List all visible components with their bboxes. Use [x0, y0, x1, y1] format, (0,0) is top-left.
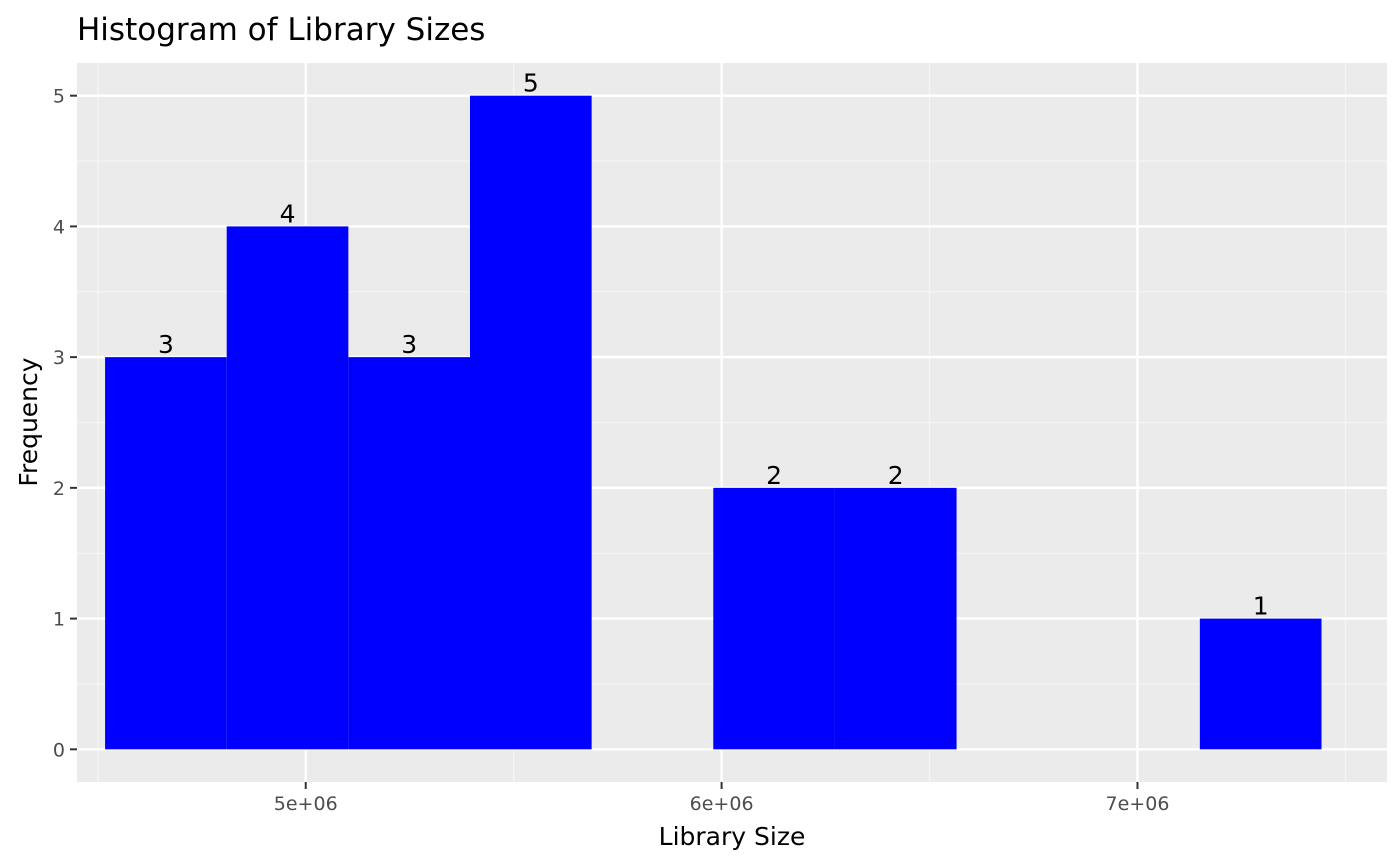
- axis-ticks: [70, 94, 1139, 789]
- y-tick-label: 3: [53, 347, 65, 369]
- bars: [105, 95, 1322, 750]
- y-tick-label: 1: [53, 609, 65, 631]
- y-axis-title: Frequency: [14, 357, 43, 486]
- histogram-bar: [348, 357, 470, 750]
- x-axis-title: Library Size: [659, 822, 806, 851]
- x-tick-label: 7e+06: [1106, 793, 1170, 815]
- bar-count-label: 3: [158, 330, 174, 359]
- x-tick-label: 5e+06: [274, 793, 338, 815]
- x-tick-label: 6e+06: [690, 793, 754, 815]
- histogram-bar: [470, 95, 592, 750]
- histogram-bar: [834, 487, 957, 750]
- y-tick-label: 5: [53, 86, 65, 108]
- histogram-bar: [226, 226, 349, 750]
- x-tick-labels: 5e+06 6e+06 7e+06: [274, 793, 1170, 815]
- bar-count-label: 5: [523, 69, 539, 98]
- y-tick-label: 0: [53, 739, 65, 761]
- bar-count-label: 1: [1253, 592, 1269, 621]
- bar-count-label: 3: [401, 330, 417, 359]
- bar-count-label: 2: [766, 461, 782, 490]
- y-tick-label: 4: [53, 216, 65, 238]
- histogram-bar: [1199, 618, 1322, 750]
- histogram-bar: [713, 487, 835, 750]
- y-tick-label: 2: [53, 478, 65, 500]
- chart-title: Histogram of Library Sizes: [77, 12, 485, 48]
- y-tick-labels: 0 1 2 3 4 5: [53, 86, 65, 762]
- histogram-bar: [105, 357, 227, 750]
- bar-count-label: 2: [888, 461, 904, 490]
- bar-count-label: 4: [280, 199, 296, 228]
- bar-labels: 3 4 3 5 2 2 1: [158, 69, 1269, 621]
